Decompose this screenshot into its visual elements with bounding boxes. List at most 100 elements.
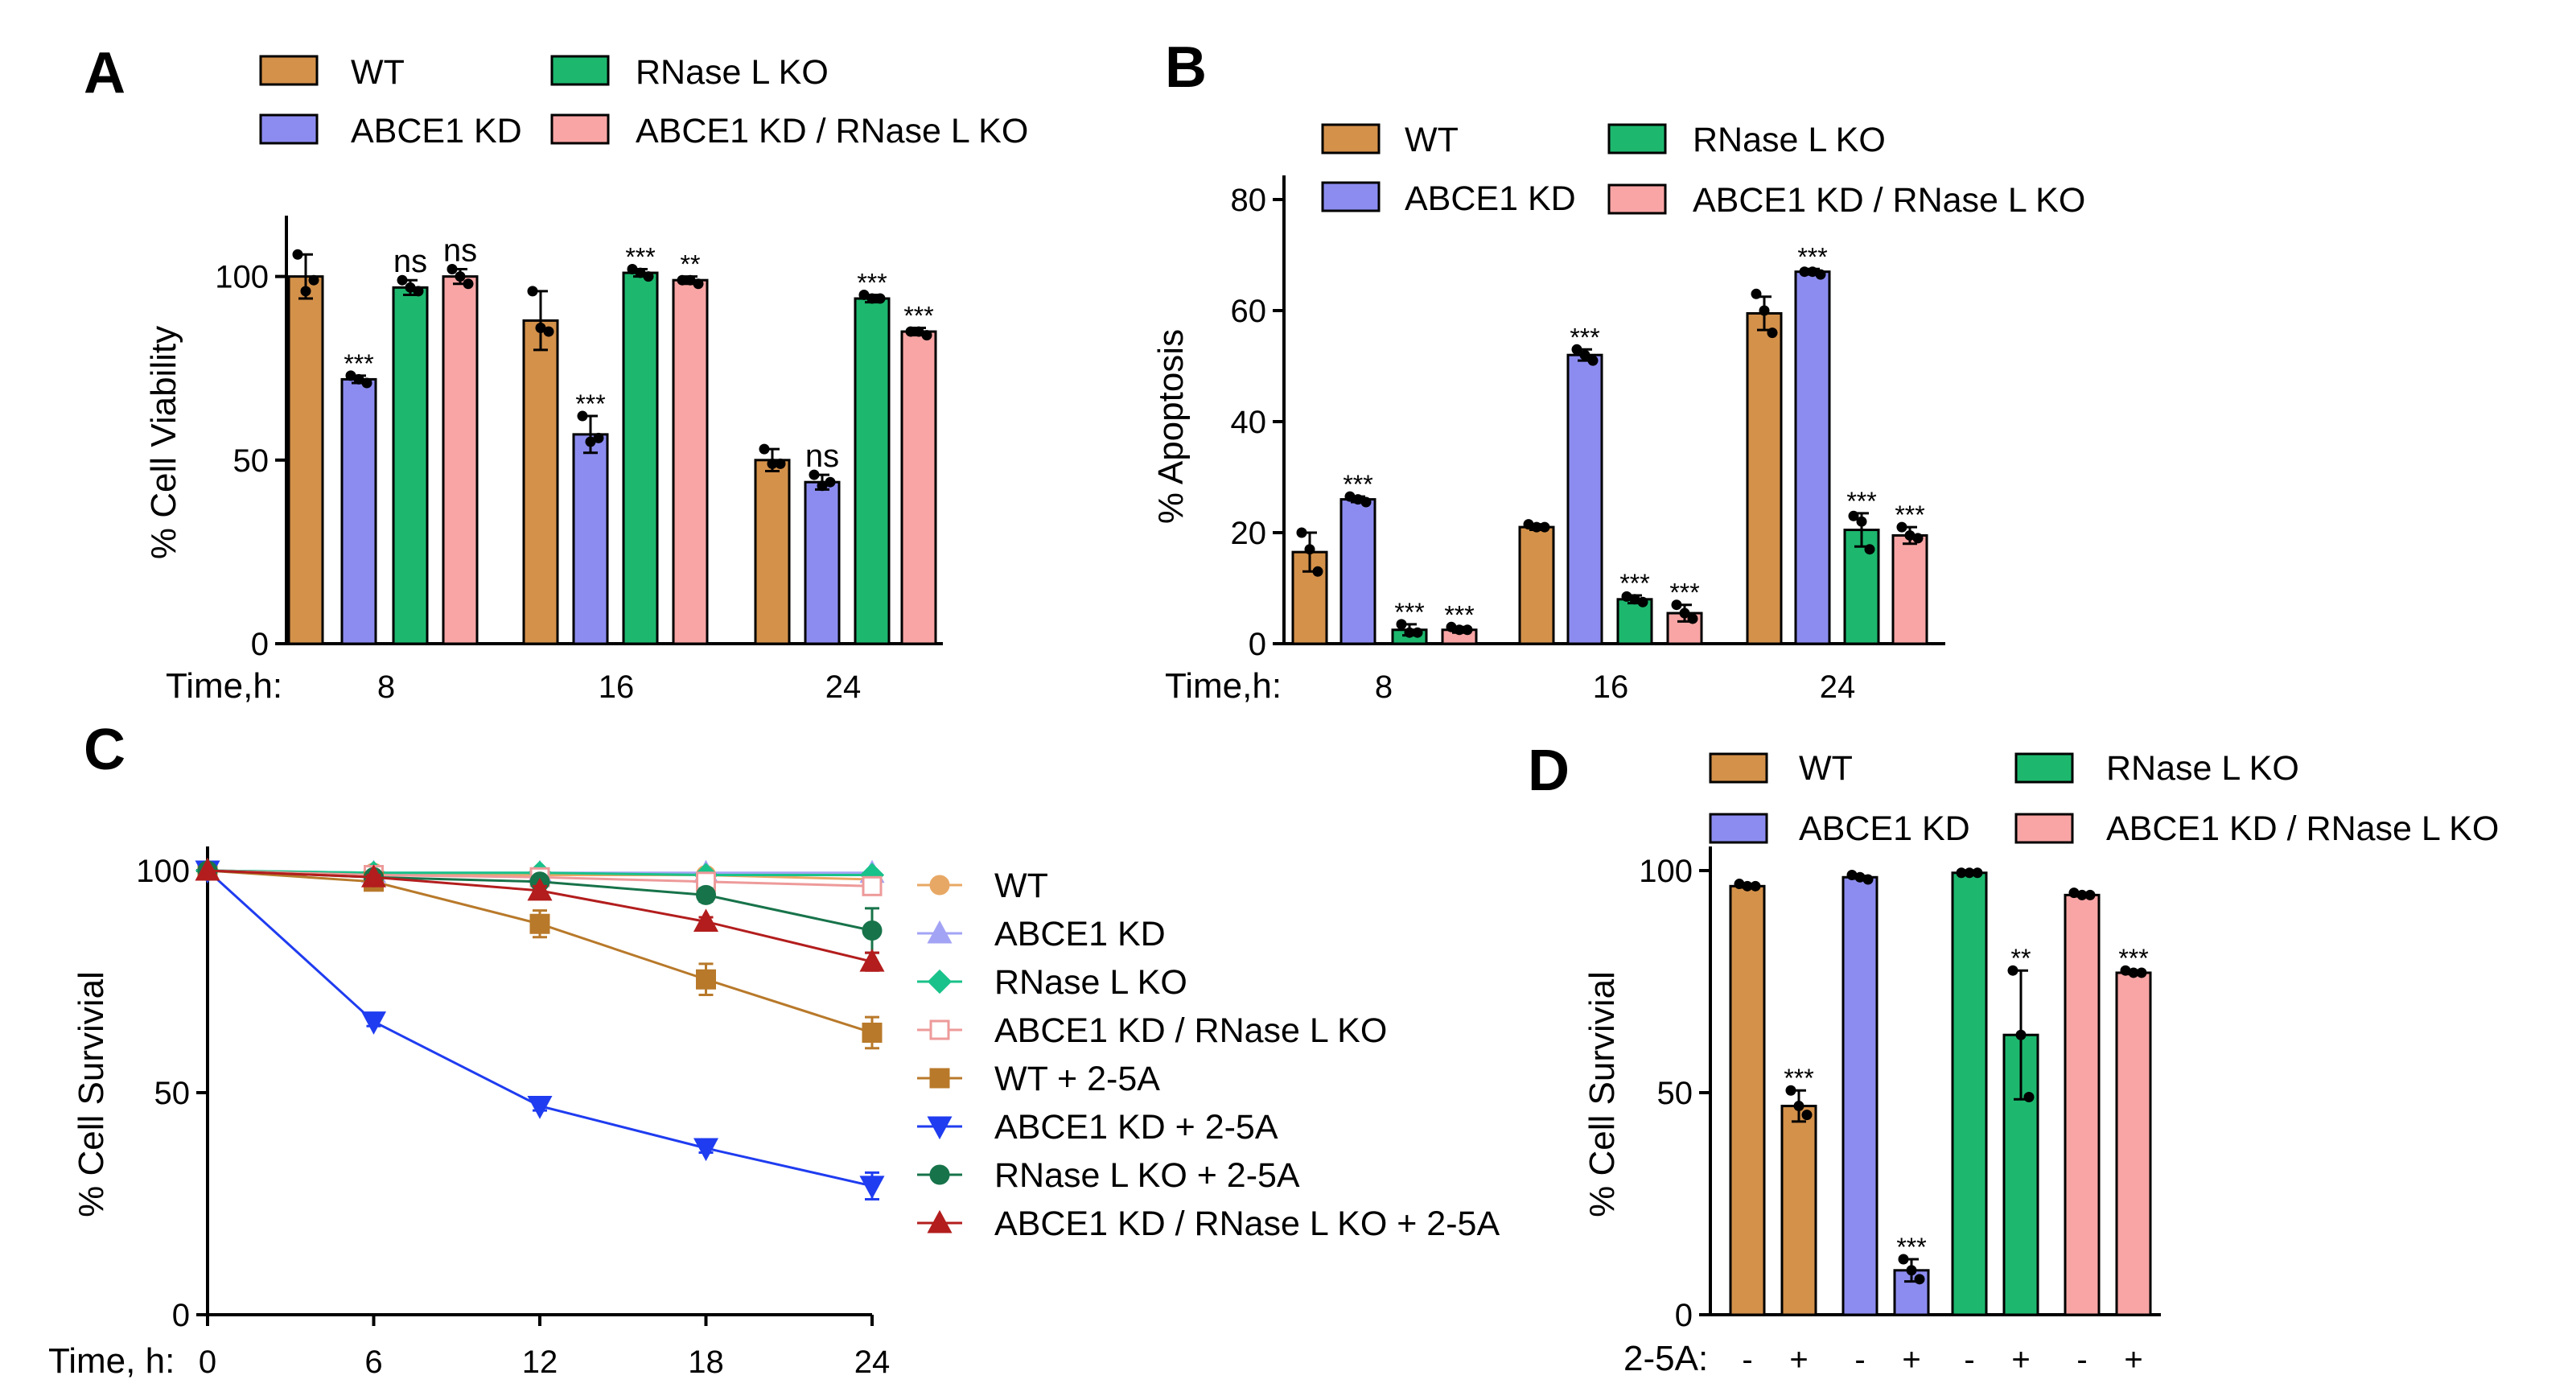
- bar: [900, 330, 937, 645]
- data-point: [858, 289, 870, 300]
- x-tick-label: 12: [522, 1345, 558, 1380]
- y-tick-label: 50: [233, 443, 270, 479]
- bar: [672, 278, 709, 645]
- line-marker: [862, 875, 883, 896]
- data-point: [1864, 544, 1875, 555]
- data-point: [455, 271, 466, 282]
- y-axis-label: % Apoptosis: [1151, 329, 1191, 524]
- data-point: [2128, 967, 2139, 978]
- legend-label: RNase L KO + 2-5A: [994, 1156, 1300, 1195]
- data-point: [1846, 870, 1858, 881]
- bar: [442, 275, 479, 645]
- line-marker: [696, 884, 716, 905]
- legend-label: ABCE1 KD / RNase L KO: [636, 112, 1028, 150]
- y-tick-label: 50: [154, 1076, 191, 1111]
- line-marker: [693, 1138, 719, 1162]
- data-point: [1629, 594, 1640, 605]
- data-point: [905, 326, 916, 337]
- significance-label: ***: [1669, 579, 1699, 607]
- legend-label: ABCE1 KD / RNase L KO: [1693, 181, 2085, 220]
- legend-label: WT: [994, 867, 1048, 905]
- bar: [2115, 971, 2152, 1316]
- data-point: [775, 458, 786, 469]
- data-point: [1904, 529, 1916, 541]
- bar: [754, 459, 791, 645]
- line-marker: [529, 913, 550, 934]
- line-marker: [929, 1019, 950, 1040]
- data-point: [1785, 1085, 1796, 1096]
- significance-label: ns: [393, 244, 427, 279]
- legend-c: WT ABCE1 KD RNase L KO ABCE1 KD / RNase L K…: [917, 867, 1500, 1243]
- line-marker: [696, 969, 716, 990]
- line-marker: [927, 969, 953, 994]
- panel-label-d: D: [1528, 739, 1570, 803]
- data-point: [593, 432, 604, 443]
- y-tick-label: 100: [136, 854, 190, 889]
- significance-label: ***: [1846, 487, 1876, 516]
- legend-swatch-abce1-kd: [1709, 813, 1768, 844]
- data-point: [1906, 1265, 1917, 1276]
- y-tick-label: 0: [1675, 1298, 1693, 1333]
- data-point: [685, 274, 696, 286]
- data-point: [1896, 521, 1907, 533]
- data-point: [345, 370, 356, 381]
- legend-label: RNase L KO: [636, 53, 829, 92]
- data-point: [1751, 288, 1762, 299]
- bar: [2064, 893, 2101, 1316]
- data-point: [361, 377, 372, 389]
- data-point: [1956, 867, 1967, 879]
- data-point: [1531, 521, 1542, 533]
- data-point: [1360, 496, 1372, 508]
- line-marker: [859, 949, 885, 972]
- bar: [572, 433, 609, 645]
- data-point: [527, 286, 538, 297]
- x-tick-label: 16: [1593, 669, 1629, 705]
- line-marker: [927, 1116, 953, 1140]
- data-point: [913, 326, 924, 337]
- y-tick-label: 40: [1231, 405, 1267, 440]
- legend-label: ABCE1 KD / RNase L KO + 2-5A: [994, 1205, 1500, 1243]
- bar: [392, 286, 429, 645]
- significance-label: **: [681, 250, 701, 279]
- data-point: [1898, 1254, 1909, 1265]
- x-tick-label: 18: [688, 1345, 724, 1380]
- data-point: [1539, 521, 1550, 533]
- data-point: [1412, 627, 1423, 638]
- x-tick-label: +: [1789, 1342, 1808, 1377]
- data-point: [577, 410, 588, 422]
- legend-label: ABCE1 KD: [351, 112, 522, 150]
- data-point: [1856, 516, 1867, 527]
- x-axis-label: 2-5A:: [1623, 1339, 1708, 1378]
- data-point: [643, 271, 654, 282]
- y-tick-label: 0: [1249, 627, 1266, 662]
- data-point: [1404, 627, 1415, 638]
- x-tick-label: 6: [364, 1345, 382, 1380]
- bar: [1518, 525, 1555, 645]
- data-point: [397, 274, 408, 286]
- significance-label: ***: [857, 268, 887, 297]
- significance-label: ***: [1343, 470, 1372, 499]
- x-tick-label: +: [1902, 1342, 1920, 1377]
- bar: [522, 319, 559, 645]
- x-tick-label: -: [2076, 1342, 2087, 1377]
- line-marker: [693, 908, 719, 932]
- data-point: [1807, 266, 1818, 278]
- bar: [622, 271, 659, 645]
- significance-label: ***: [1619, 569, 1649, 598]
- legend-swatch-wt: [1321, 123, 1381, 154]
- bar: [1843, 529, 1880, 645]
- data-point: [300, 286, 311, 297]
- bar: [1794, 270, 1831, 645]
- data-point: [463, 278, 474, 290]
- line-marker: [862, 920, 883, 941]
- legend-b: WT RNase L KO ABCE1 KD ABCE1 KD / RNase …: [1321, 121, 2085, 220]
- data-point: [1801, 1110, 1813, 1121]
- legend-swatch-abce1-kd: [259, 113, 319, 145]
- legend-swatch-abce1-kd: [1321, 181, 1381, 212]
- data-point: [677, 274, 688, 286]
- data-point: [1854, 871, 1866, 883]
- data-point: [1734, 879, 1745, 890]
- x-axis-label: Time,h:: [1165, 666, 1282, 706]
- panel-label-c: C: [84, 718, 126, 782]
- line-marker: [859, 1176, 885, 1200]
